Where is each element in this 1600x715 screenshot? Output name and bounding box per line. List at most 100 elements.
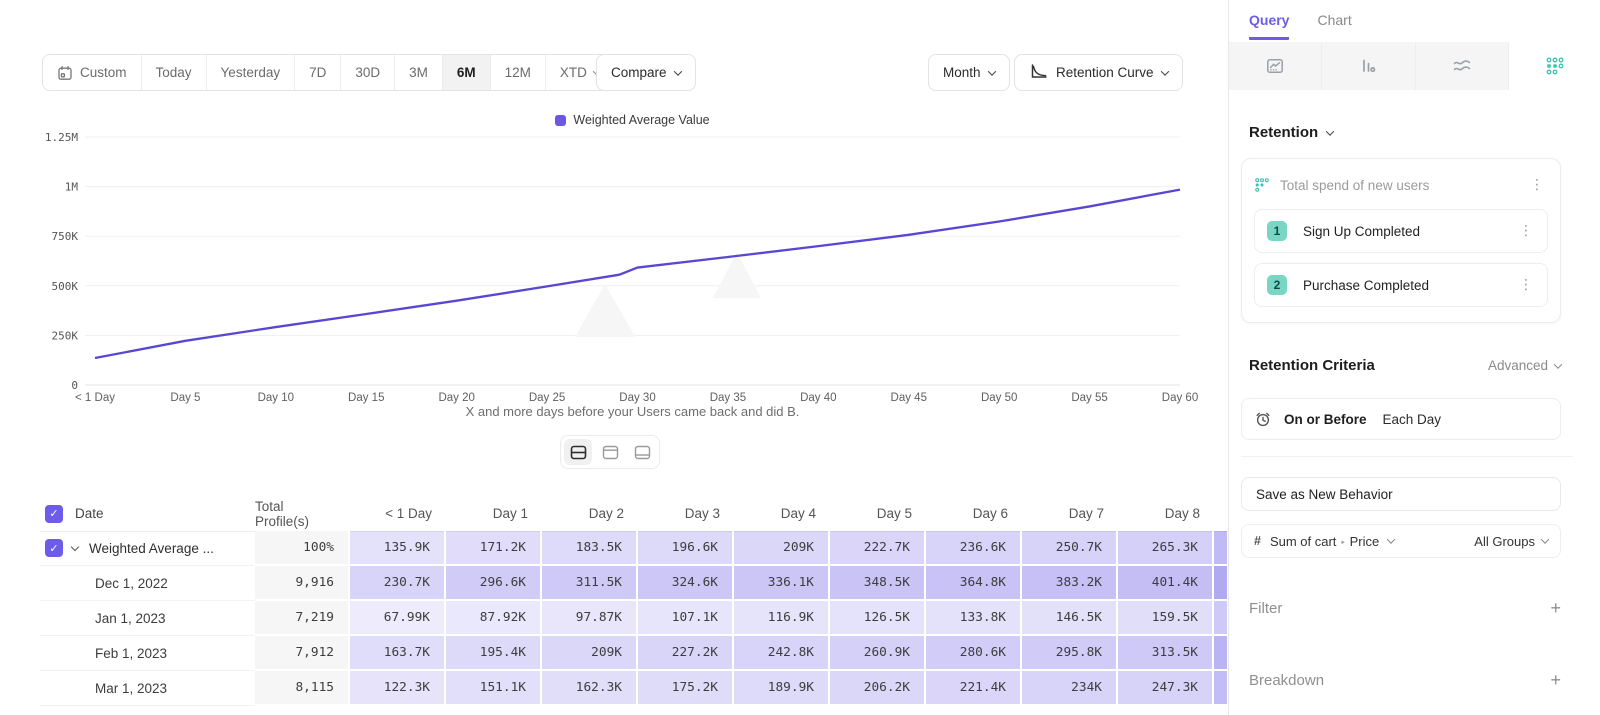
retention-value-cell: 311.5K — [542, 566, 638, 601]
chart-view-tab-bar[interactable] — [1322, 42, 1416, 90]
criteria-condition: On or Before — [1284, 411, 1367, 427]
add-filter-button[interactable]: + — [1550, 598, 1561, 618]
column-header: Day 5 — [830, 496, 926, 532]
x-axis-tick-label: < 1 Day — [75, 392, 115, 404]
retention-section-dropdown[interactable]: Retention — [1249, 124, 1335, 141]
retention-value-cell: 280.6K — [926, 636, 1022, 671]
x-axis-tick-label: Day 60 — [1162, 392, 1198, 404]
advanced-label: Advanced — [1487, 358, 1548, 373]
retention-criteria-card[interactable]: On or Before Each Day — [1241, 398, 1561, 440]
breadcrumb-arrow-icon: ‣ — [1340, 537, 1346, 549]
clipped-day9-cell — [1214, 671, 1227, 706]
retention-table: ✓ Date Total Profile(s) < 1 Day Day 1 Day 2 Da… — [40, 496, 1228, 706]
y-axis-tick-label: 0 — [71, 379, 78, 392]
range-yesterday[interactable]: Yesterday — [205, 55, 295, 90]
behavior-kebab-menu[interactable]: ⋮ — [1530, 177, 1544, 193]
y-axis-tick-label: 250K — [52, 329, 79, 342]
range-today[interactable]: Today — [140, 55, 206, 90]
retention-value-cell: 116.9K — [734, 601, 830, 636]
column-header: < 1 Day — [350, 496, 446, 532]
retention-value-cell: 295.8K — [1022, 636, 1118, 671]
behavior-header: Total spend of new users ⋮ — [1254, 172, 1548, 198]
range-custom[interactable]: Custom — [43, 55, 141, 90]
chart-type-button[interactable]: Retention Curve — [1014, 54, 1183, 91]
range-30d[interactable]: 30D — [340, 55, 395, 90]
chevron-down-icon — [1386, 535, 1396, 544]
y-axis-tick-label: 750K — [52, 230, 79, 243]
filter-label: Filter — [1249, 600, 1283, 617]
retention-value-cell: 250.7K — [1022, 531, 1118, 566]
chart-axis-caption: X and more days before your Users came b… — [465, 404, 800, 419]
retention-value-cell: 87.92K — [446, 601, 542, 636]
retention-dots-icon — [1546, 57, 1564, 75]
retention-value-cell: 336.1K — [734, 566, 830, 601]
behavior-title: Total spend of new users — [1280, 177, 1430, 193]
chart-view-icon-tabs — [1229, 42, 1600, 90]
granularity-button[interactable]: Month — [928, 54, 1010, 91]
range-7d[interactable]: 7D — [294, 55, 341, 90]
step-number-badge: 1 — [1267, 221, 1287, 241]
retention-value-cell: 175.2K — [638, 671, 734, 706]
x-axis-tick-label: Day 30 — [619, 392, 655, 404]
retention-value-cell: 122.3K — [350, 671, 446, 706]
behavior-step-2[interactable]: 2 Purchase Completed ⋮ — [1254, 263, 1548, 307]
retention-value-cell: 383.2K — [1022, 566, 1118, 601]
column-header: Day 8 — [1118, 496, 1214, 532]
watermark-triangle — [575, 284, 635, 337]
date-row-label: Mar 1, 2023 — [40, 671, 255, 706]
chart-view-tab-flows[interactable] — [1415, 42, 1509, 90]
retention-value-cell: 135.9K — [350, 531, 446, 566]
row-checkbox[interactable]: ✓ — [45, 539, 63, 557]
retention-value-cell: 209K — [542, 636, 638, 671]
retention-line-chart: 0 250K 500K 750K 1M 1.25M < 1 Day Day 5 Day 10 Da… — [45, 131, 1198, 404]
watermark-triangle — [713, 252, 761, 298]
summary-row-label: ✓ Weighted Average ... — [40, 531, 255, 566]
clipped-day9-cell — [1214, 636, 1227, 671]
property-selector[interactable]: Sum of cart ‣ Price — [1269, 533, 1380, 549]
retention-value-cell: 183.5K — [542, 531, 638, 566]
step-kebab-menu[interactable]: ⋮ — [1519, 223, 1533, 239]
retention-value-cell: 159.5K — [1118, 601, 1214, 636]
weighted-average-line — [94, 188, 1181, 360]
chart-view-tab-line[interactable] — [1229, 42, 1323, 90]
save-as-new-behavior-button[interactable]: Save as New Behavior — [1241, 477, 1561, 511]
range-12m[interactable]: 12M — [489, 55, 545, 90]
chart-view-tab-retention[interactable] — [1508, 42, 1600, 90]
select-all-checkbox[interactable]: ✓ — [45, 504, 63, 523]
column-header: Day 6 — [926, 496, 1022, 532]
filter-section: Filter + — [1249, 598, 1561, 619]
behavior-step-1[interactable]: 1 Sign Up Completed ⋮ — [1254, 209, 1548, 253]
range-6m[interactable]: 6M — [441, 55, 490, 90]
retention-value-cell: 296.6K — [446, 566, 542, 601]
range-3m[interactable]: 3M — [394, 55, 442, 90]
add-breakdown-button[interactable]: + — [1550, 670, 1561, 690]
retention-criteria-row: Retention Criteria Advanced — [1249, 357, 1563, 374]
calendar-icon — [58, 65, 72, 80]
compare-button[interactable]: Compare — [596, 54, 696, 91]
groups-selector[interactable]: All Groups — [1474, 534, 1550, 549]
x-axis-tick-label: Day 50 — [981, 392, 1017, 404]
view-toggle-footer-bottom[interactable] — [628, 439, 656, 465]
behavior-card: Total spend of new users ⋮ 1 Sign Up Comp… — [1241, 158, 1561, 323]
total-profiles-cell: 8,115 — [255, 671, 350, 706]
legend-item[interactable]: Weighted Average Value — [555, 113, 710, 127]
step-label: Purchase Completed — [1303, 277, 1430, 293]
retention-value-cell: 221.4K — [926, 671, 1022, 706]
retention-value-cell: 364.8K — [926, 566, 1022, 601]
tab-chart[interactable]: Chart — [1317, 12, 1352, 28]
advanced-dropdown[interactable]: Advanced — [1487, 358, 1563, 373]
alarm-clock-icon — [1256, 412, 1270, 427]
retention-value-cell: 107.1K — [638, 601, 734, 636]
main-pane: Custom Today Yesterday 7D 30D 3M 6M 12M XTD Comp… — [40, 54, 1228, 706]
retention-value-cell: 401.4K — [1118, 566, 1214, 601]
expand-row-chevron-icon[interactable] — [70, 542, 80, 551]
y-axis-tick-label: 1M — [65, 181, 79, 194]
view-toggle-split-rows[interactable] — [564, 439, 592, 465]
tab-query[interactable]: Query — [1249, 12, 1290, 40]
clipped-day9-cell — [1214, 566, 1227, 601]
retention-value-cell: 206.2K — [830, 671, 926, 706]
number-property-icon: # — [1254, 534, 1261, 548]
view-toggle-header-top[interactable] — [596, 439, 624, 465]
step-kebab-menu[interactable]: ⋮ — [1519, 277, 1533, 293]
